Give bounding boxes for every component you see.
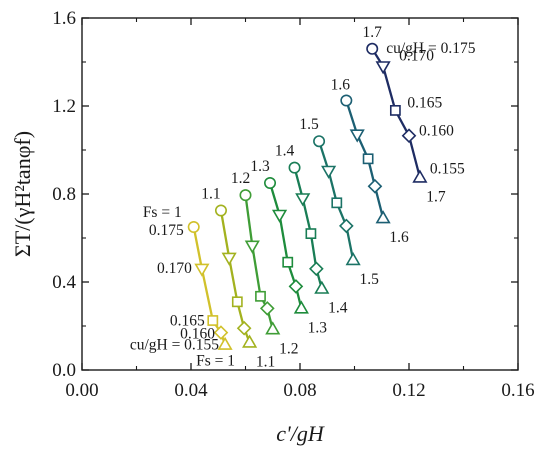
series-1-3 [264, 177, 309, 314]
marker-square [362, 153, 374, 165]
fs-top-label: 1.2 [231, 170, 250, 187]
fs-bottom-label: 1.3 [308, 319, 328, 336]
y-axis-title: ΣT/(γH²tanφf) [10, 131, 35, 257]
fs-top-label: 1.1 [201, 186, 220, 203]
marker-triangle-up [265, 321, 281, 335]
cu-label-right: 0.170 [399, 47, 434, 64]
series-1-4 [288, 161, 330, 294]
marker-circle [313, 135, 326, 148]
y-tick-label: 0.8 [52, 184, 76, 205]
series-1 [187, 221, 233, 350]
marker-circle [239, 189, 252, 202]
marker-diamond [367, 178, 383, 194]
fs-bottom-label: 1.5 [359, 271, 379, 288]
fs-top-label: 1.3 [250, 158, 270, 175]
marker-square [305, 228, 317, 239]
marker-diamond [236, 320, 252, 336]
marker-triangle-down [244, 240, 260, 254]
label-layer: 1.11.21.31.41.51.61.71.11.21.31.41.51.61… [130, 24, 476, 371]
marker-square [389, 105, 401, 116]
marker-triangle-up [412, 169, 428, 183]
series-layer [187, 42, 428, 350]
x-axis-title: c'/gH [276, 421, 325, 446]
marker-square [255, 290, 266, 302]
marker-circle [187, 221, 200, 234]
x-tick-label: 0.00 [65, 380, 98, 401]
marker-circle [214, 204, 227, 217]
fs-top-label: 1.7 [363, 24, 383, 41]
y-tick-label: 0.4 [52, 272, 76, 293]
fs-bottom-annotation: Fs = 1 [196, 353, 235, 370]
marker-square [207, 315, 219, 326]
series-1-1 [214, 204, 258, 348]
marker-diamond [213, 325, 229, 340]
fs-bottom-label: 1.7 [426, 189, 446, 206]
marker-triangle-up [314, 280, 330, 294]
fs-top-annotation: Fs = 1 [143, 204, 182, 221]
cu-label-left: 0.160 [180, 326, 215, 343]
marker-square [331, 197, 343, 209]
marker-triangle-down [321, 165, 337, 179]
fs-bottom-label: 1.1 [256, 354, 275, 371]
series-1-6 [340, 94, 391, 224]
cu-label-left: 0.170 [157, 260, 192, 277]
marker-triangle-up [375, 210, 391, 224]
cu-top-annotation: cu/gH = 0.175 [386, 40, 475, 57]
marker-triangle-up [293, 300, 309, 314]
marker-triangle-down [295, 193, 311, 207]
series-1-5 [313, 135, 361, 266]
cu-label-right: 0.160 [419, 123, 454, 140]
cu-bottom-annotation: cu/gH = 0.155 [130, 337, 219, 354]
marker-triangle-down [271, 209, 288, 223]
x-tick-label: 0.04 [174, 380, 208, 401]
fs-top-label: 1.5 [299, 116, 319, 133]
x-tick-label: 0.16 [501, 380, 534, 401]
marker-circle [288, 161, 301, 174]
marker-square [282, 256, 294, 268]
y-tick-label: 1.2 [52, 96, 76, 117]
axes: 0.00 0.04 0.08 0.12 0.16 0.0 0.4 0.8 1.2 1.6 [52, 8, 534, 401]
fs-bottom-label: 1.6 [389, 229, 409, 246]
y-tick-label: 1.6 [52, 8, 76, 29]
marker-square [231, 296, 243, 308]
fs-bottom-label: 1.2 [279, 340, 298, 357]
series-1-2 [239, 189, 281, 335]
cu-label-right: 0.155 [430, 161, 465, 178]
marker-diamond [288, 279, 304, 294]
marker-diamond [401, 128, 417, 144]
marker-triangle-up [345, 251, 361, 266]
fs-bottom-label: 1.4 [328, 300, 348, 317]
marker-triangle-down [194, 263, 210, 277]
marker-diamond [338, 218, 354, 234]
fs-top-label: 1.6 [331, 77, 351, 94]
cu-label-left: 0.175 [149, 222, 184, 239]
marker-diamond [259, 301, 275, 316]
marker-triangle-up [217, 336, 233, 350]
marker-triangle-down [375, 61, 391, 75]
marker-circle [366, 42, 379, 55]
fs-top-label: 1.4 [275, 143, 295, 160]
series-1-7 [366, 42, 428, 183]
cu-label-left: 0.165 [170, 313, 205, 330]
marker-triangle-down [221, 252, 237, 266]
marker-circle [340, 94, 353, 107]
x-tick-label: 0.12 [392, 380, 425, 401]
marker-triangle-down [349, 129, 365, 143]
cu-label-right: 0.165 [407, 94, 442, 111]
x-tick-label: 0.08 [283, 380, 316, 401]
marker-triangle-up [242, 334, 258, 348]
marker-diamond [309, 261, 324, 277]
marker-circle [264, 177, 277, 190]
y-tick-label: 0.0 [52, 360, 76, 381]
